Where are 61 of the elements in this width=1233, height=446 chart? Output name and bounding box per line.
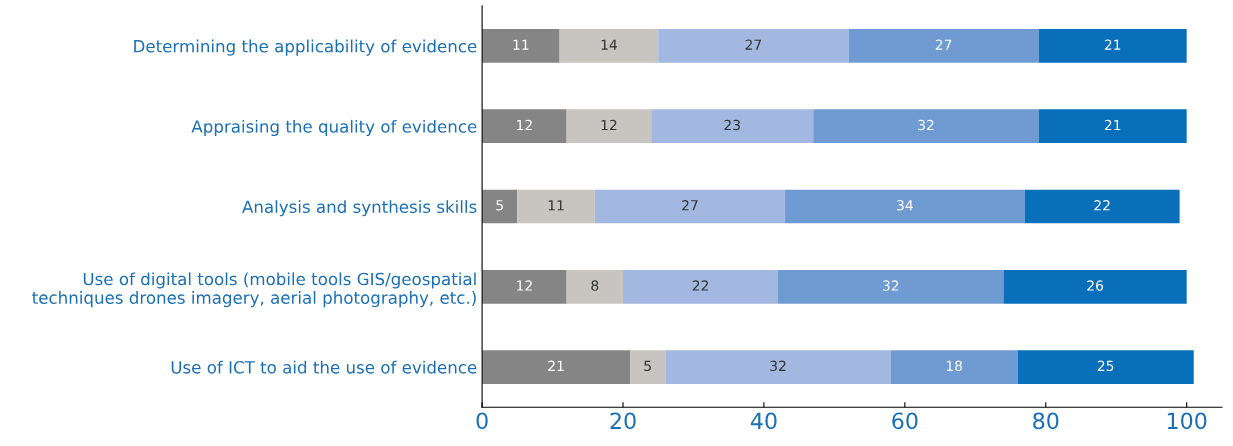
data-label: 27 [935, 39, 952, 50]
y-tick-label: Use of ICT to aid the use of evidence [171, 360, 477, 374]
data-label: 27 [682, 200, 698, 211]
bar [517, 189, 595, 224]
data-label: 26 [1087, 280, 1104, 291]
bar [785, 189, 1025, 224]
bar [813, 109, 1039, 144]
y-tick-label: Analysis and synthesis skills [242, 200, 477, 217]
x-tick-label: 80 [1033, 412, 1059, 430]
data-label: 21 [548, 360, 564, 371]
x-tick-label: 60 [892, 412, 918, 430]
bar [665, 350, 891, 384]
bar [890, 350, 1018, 384]
data-label: 27 [745, 39, 762, 50]
bar [623, 269, 779, 304]
bar [482, 269, 567, 304]
data-label: 11 [548, 200, 564, 211]
data-label: 25 [1097, 360, 1114, 372]
bar [482, 189, 518, 224]
data-label: 8 [591, 280, 599, 291]
bar [778, 269, 1004, 304]
x-tick-label: 100 [1167, 412, 1207, 430]
data-label: 21 [1104, 39, 1121, 50]
bar [594, 189, 786, 224]
data-label: 34 [897, 200, 913, 211]
data-label: 18 [946, 360, 963, 372]
data-label: 11 [513, 39, 529, 50]
x-tick-label: 40 [750, 412, 777, 430]
data-label: 22 [692, 280, 708, 291]
data-label: 22 [1094, 200, 1110, 211]
data-label: 23 [724, 119, 740, 131]
bar [1017, 350, 1194, 384]
y-tick-label: Use of digital tools (mobile tools GIS/geospatial techniques drones imagery, aerial photography, etc.) [32, 272, 476, 308]
data-label: 12 [601, 119, 617, 131]
bar [1038, 109, 1187, 144]
data-label: 5 [644, 360, 651, 372]
bar [559, 29, 659, 63]
data-label: 32 [770, 360, 786, 372]
bar [658, 29, 849, 63]
bar [482, 109, 567, 144]
bar [482, 350, 631, 384]
x-tick-label: 0 [476, 412, 488, 430]
bar [566, 269, 624, 304]
bar [1038, 29, 1187, 63]
data-label: 21 [1104, 119, 1121, 131]
bar [651, 109, 814, 144]
data-label: 12 [517, 119, 532, 131]
bar [848, 29, 1039, 63]
data-label: 12 [517, 280, 532, 291]
data-label: 32 [918, 119, 934, 131]
y-tick-label: Appraising the quality of evidence [191, 119, 477, 137]
bar [630, 350, 666, 384]
bar [482, 29, 560, 63]
data-label: 32 [882, 280, 899, 291]
bar [1024, 189, 1180, 224]
bar [1003, 269, 1187, 304]
x-tick-label: 20 [610, 412, 636, 430]
data-label: 5 [496, 200, 503, 211]
data-label: 14 [601, 39, 617, 50]
bar [566, 109, 652, 144]
y-tick-label: Determining the applicability of evidence [134, 39, 477, 56]
